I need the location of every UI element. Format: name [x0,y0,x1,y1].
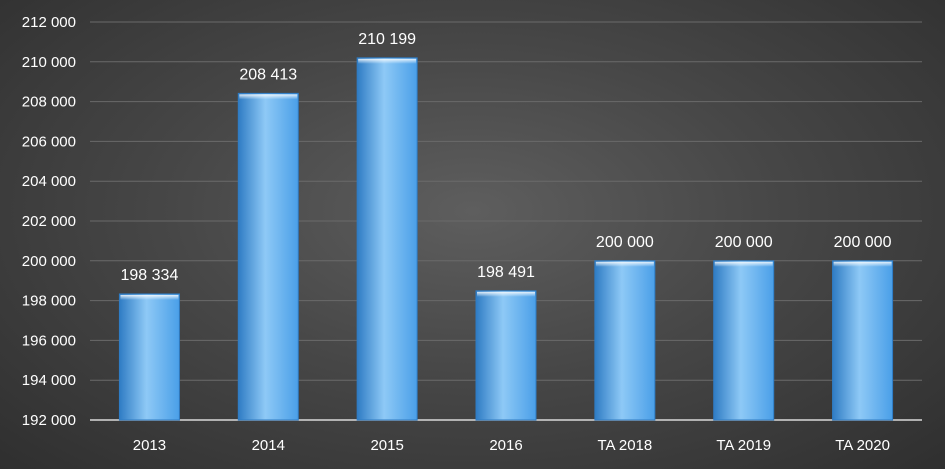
bar-highlight [477,291,535,297]
bar [475,290,537,421]
data-label: 198 491 [477,264,535,281]
bar [237,92,299,421]
data-label: 198 334 [121,267,179,284]
y-tick-label: 198 000 [22,293,76,310]
bar-highlight [833,261,892,267]
x-tick-label: 2014 [252,437,285,454]
bar-body [118,293,180,421]
bar-body [475,290,537,421]
y-tick-label: 202 000 [22,213,76,230]
bar [118,293,180,421]
bar-body [713,260,775,421]
data-label: 200 000 [596,234,654,251]
bar-highlight [595,261,654,267]
y-tick-label: 196 000 [22,332,76,349]
y-tick-label: 208 000 [22,94,76,111]
y-tick-label: 194 000 [22,372,76,389]
bars [118,57,894,421]
bar-body [832,260,894,421]
gridlines [90,21,922,421]
bar-body [356,57,418,421]
x-tick-label: TA 2020 [835,437,890,454]
data-label: 200 000 [834,234,892,251]
x-tick-label: 2013 [133,437,166,454]
bar [594,260,656,421]
x-tick-label: TA 2019 [716,437,771,454]
x-tick-label: 2015 [370,437,403,454]
bar [713,260,775,421]
x-tick-label: TA 2018 [597,437,652,454]
data-label: 210 199 [358,31,416,48]
x-axis-tick-labels: 2013 2014 2015 2016 TA 2018 TA 2019 TA 2020 [133,437,890,454]
bar-highlight [239,94,298,100]
data-label: 200 000 [715,234,773,251]
y-tick-label: 210 000 [22,54,76,71]
bar-body [594,260,656,421]
bar-highlight [358,58,417,64]
bar-body [237,92,299,421]
y-tick-label: 206 000 [22,133,76,150]
data-label: 208 413 [239,66,297,83]
y-tick-label: 204 000 [22,173,76,190]
bar-highlight [714,261,773,267]
y-axis-tick-labels: 192 000 194 000 196 000 198 000 200 000 202 0… [22,14,76,429]
bar-highlight [120,294,179,300]
bar [832,260,894,421]
y-tick-label: 200 000 [22,253,76,270]
data-labels: 198 334 208 413 210 199 198 491 200 000 200 0… [121,31,892,284]
y-tick-label: 212 000 [22,14,76,31]
bar [356,57,418,421]
x-tick-label: 2016 [489,437,522,454]
y-tick-label: 192 000 [22,412,76,429]
